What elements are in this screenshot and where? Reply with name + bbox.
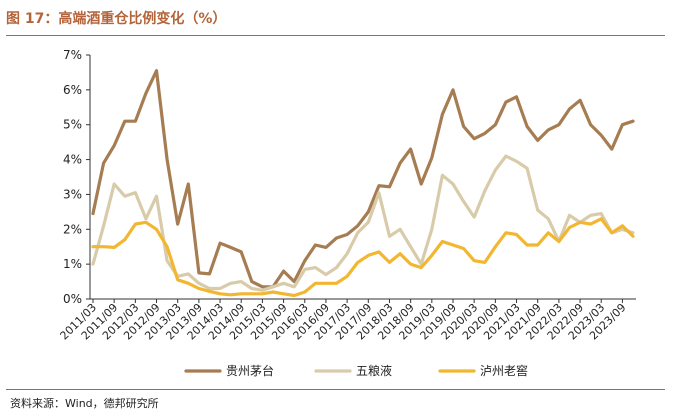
series-line-0 (91, 69, 635, 289)
y-tick-label: 6% (63, 83, 82, 97)
legend: 贵州茅台 五粮液 泸州老窖 (184, 363, 528, 378)
y-tick-label: 4% (63, 153, 82, 167)
series-lines (91, 69, 635, 298)
source-note: 资料来源：Wind，德邦研究所 (10, 397, 159, 410)
x-axis: 2011/032011/092012/032012/092013/032013/… (58, 298, 636, 342)
legend-label: 泸州老窖 (480, 363, 528, 378)
chart-title: 图 17：高端酒重仓比例变化（%） (6, 11, 227, 27)
legend-label: 贵州茅台 (226, 363, 274, 378)
y-axis: 0% 1% 2% 3% 4% 5% 6% 7% (63, 48, 91, 306)
y-tick-label: 1% (63, 257, 82, 271)
title-divider (6, 35, 665, 36)
footer-divider (6, 389, 665, 390)
y-tick-label: 5% (63, 118, 82, 132)
legend-label: 五粮液 (356, 363, 392, 378)
y-tick-label: 7% (63, 48, 82, 62)
y-tick-label: 0% (63, 292, 82, 306)
series-line-1 (91, 154, 635, 292)
y-tick-label: 2% (63, 222, 82, 236)
series-line-2 (91, 217, 635, 298)
y-tick-label: 3% (63, 187, 82, 201)
